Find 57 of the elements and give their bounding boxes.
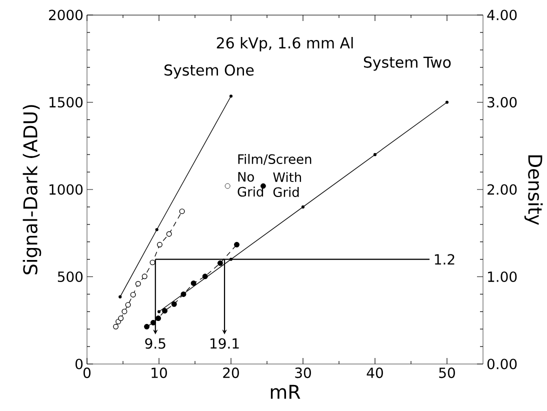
x-tick-label: 30 <box>295 368 311 378</box>
text: System Two <box>364 56 451 71</box>
y2-tick-label: 0.00 <box>487 358 517 370</box>
ref-line-label: 19.1 <box>210 338 239 349</box>
y-tick-label: 2000 <box>49 10 83 20</box>
legend-label: No Grid <box>238 172 264 197</box>
point <box>118 316 124 322</box>
y-tick-label: 1000 <box>50 184 83 195</box>
y2-axis-title: Density <box>524 155 543 225</box>
point <box>130 292 136 298</box>
point <box>229 94 233 98</box>
y-tick-label: 0 <box>76 358 83 370</box>
x-tick-label: 10 <box>152 368 167 378</box>
point <box>373 153 377 156</box>
legend-label: With Grid <box>273 172 302 198</box>
point <box>142 274 148 280</box>
point <box>118 295 122 298</box>
point <box>166 231 172 237</box>
point <box>180 291 186 297</box>
series-label: System One <box>164 64 254 79</box>
point <box>135 280 141 286</box>
point <box>150 320 156 326</box>
y2-tick-label: 4.00 <box>487 10 517 20</box>
point <box>125 302 131 308</box>
point <box>150 260 156 266</box>
point <box>445 100 449 104</box>
y2-tick-label: 1.00 <box>488 271 517 282</box>
x-tick-label: 20 <box>223 368 239 378</box>
y2-tick-label: 2.00 <box>488 184 517 195</box>
x-axis-title: mR <box>270 384 300 399</box>
point <box>229 258 233 261</box>
text: 26 kVp, 1.6 mm Al <box>216 36 353 52</box>
y-tick-label: 1500 <box>50 96 83 108</box>
x-tick-label: 0 <box>83 368 91 378</box>
point <box>217 260 223 266</box>
point <box>144 324 150 330</box>
point <box>122 308 128 314</box>
point <box>202 274 208 280</box>
x-tick-label: 50 <box>439 368 455 378</box>
point <box>155 228 158 232</box>
point <box>156 316 162 322</box>
x-tick-label: 40 <box>366 368 383 378</box>
point <box>156 242 162 248</box>
point <box>179 208 185 214</box>
y-tick-label: 500 <box>58 271 83 282</box>
point <box>301 205 305 208</box>
ref-line-label: 1.2 <box>434 254 454 264</box>
point <box>171 301 177 307</box>
y-axis-title: Signal-Dark (ADU) <box>22 105 42 274</box>
y2-tick-label: 3.00 <box>488 96 517 108</box>
point <box>190 280 196 286</box>
point <box>113 324 119 330</box>
ref-line-label: 9.5 <box>145 338 166 349</box>
annotation: Film/Screen <box>238 154 312 166</box>
point <box>234 242 240 248</box>
point <box>157 310 161 314</box>
point <box>162 308 168 314</box>
